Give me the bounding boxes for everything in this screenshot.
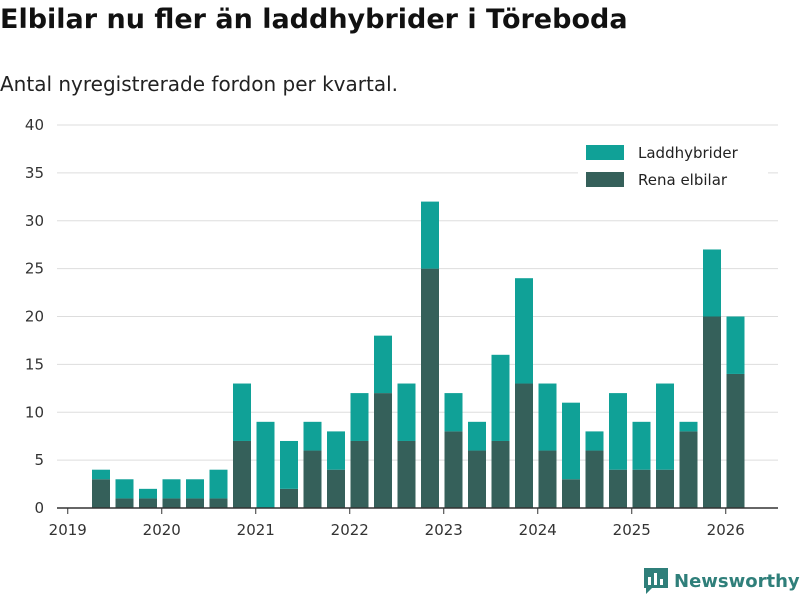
bar-rena-elbilar: [421, 268, 439, 508]
y-tick-label: 15: [25, 355, 44, 373]
bar-rena-elbilar: [162, 498, 181, 508]
x-tick-label: 2021: [237, 521, 275, 539]
bar-rena-elbilar: [609, 469, 627, 508]
bar-laddhybrider: [656, 383, 674, 470]
bar-laddhybrider: [562, 402, 580, 480]
x-tick-label: 2024: [519, 521, 557, 539]
bar-laddhybrider: [726, 316, 745, 374]
bar-laddhybrider: [233, 383, 251, 441]
bar-rena-elbilar: [515, 383, 533, 508]
bar-laddhybrider: [374, 335, 392, 394]
x-tick-label: 2023: [425, 521, 463, 539]
bar-rena-elbilar: [585, 450, 604, 508]
bar-laddhybrider: [703, 249, 721, 317]
bar-laddhybrider: [139, 488, 157, 499]
y-tick-label: 30: [25, 212, 44, 230]
bar-rena-elbilar: [397, 440, 416, 508]
bar-laddhybrider: [444, 393, 463, 432]
bar-laddhybrider: [397, 383, 416, 441]
bar-rena-elbilar: [233, 440, 251, 508]
legend-label: Laddhybrider: [638, 144, 739, 162]
bar-laddhybrider: [327, 431, 345, 470]
x-tick-label: 2020: [143, 521, 181, 539]
bar-rena-elbilar: [139, 498, 157, 508]
bar-rena-elbilar: [186, 498, 204, 508]
bar-laddhybrider: [609, 393, 627, 470]
bar-rena-elbilar: [327, 469, 345, 508]
bar-laddhybrider: [280, 440, 298, 489]
bar-rena-elbilar: [444, 431, 463, 508]
bar-rena-elbilar: [350, 440, 369, 508]
y-tick-label: 35: [25, 164, 44, 182]
bar-laddhybrider: [209, 469, 228, 499]
bar-rena-elbilar: [679, 431, 698, 508]
y-tick-label: 40: [25, 116, 44, 134]
chart-title: Elbilar nu fler än laddhybrider i Törebo…: [0, 4, 628, 35]
x-tick-label: 2026: [707, 521, 745, 539]
bar-rena-elbilar: [92, 479, 110, 508]
y-tick-label: 20: [25, 308, 44, 326]
chart-subtitle: Antal nyregistrerade fordon per kvartal.: [0, 72, 399, 96]
bar-rena-elbilar: [280, 488, 298, 508]
bar-rena-elbilar: [115, 498, 134, 508]
bar-rena-elbilar: [303, 450, 322, 508]
newsworthy-logo: Newsworthy: [644, 568, 800, 594]
x-tick-label: 2022: [331, 521, 369, 539]
y-tick-label: 25: [25, 260, 44, 278]
bar-laddhybrider: [632, 421, 651, 470]
bar-laddhybrider: [256, 421, 275, 508]
legend-label: Rena elbilar: [638, 171, 728, 189]
bar-laddhybrider: [679, 421, 698, 432]
bar-laddhybrider: [350, 393, 369, 441]
bar-rena-elbilar: [374, 393, 392, 508]
bar-laddhybrider: [421, 201, 439, 269]
logo-text: Newsworthy: [674, 570, 800, 592]
bar-laddhybrider: [538, 383, 557, 451]
bar-rena-elbilar: [538, 450, 557, 508]
legend-swatch: [586, 172, 624, 187]
y-tick-label: 10: [25, 403, 44, 421]
bar-rena-elbilar: [726, 373, 745, 508]
bar-rena-elbilar: [656, 469, 674, 508]
y-tick-label: 5: [34, 451, 44, 469]
newsworthy-chart-icon: [644, 568, 668, 594]
bar-rena-elbilar: [468, 450, 486, 508]
x-tick-label: 2019: [49, 521, 87, 539]
bar-laddhybrider: [186, 479, 204, 499]
bar-laddhybrider: [162, 479, 181, 499]
bar-rena-elbilar: [562, 479, 580, 508]
bar-rena-elbilar: [491, 440, 510, 508]
bar-laddhybrider: [303, 421, 322, 451]
bar-rena-elbilar: [703, 316, 721, 508]
bar-laddhybrider: [585, 431, 604, 451]
bar-rena-elbilar: [632, 469, 651, 508]
bar-laddhybrider: [92, 469, 110, 480]
bar-laddhybrider: [515, 278, 533, 384]
x-tick-label: 2025: [613, 521, 651, 539]
bar-rena-elbilar: [209, 498, 228, 508]
legend-swatch: [586, 145, 624, 160]
y-tick-label: 0: [34, 499, 44, 517]
bar-laddhybrider: [115, 479, 134, 499]
bar-laddhybrider: [468, 421, 486, 451]
bar-laddhybrider: [491, 354, 510, 441]
